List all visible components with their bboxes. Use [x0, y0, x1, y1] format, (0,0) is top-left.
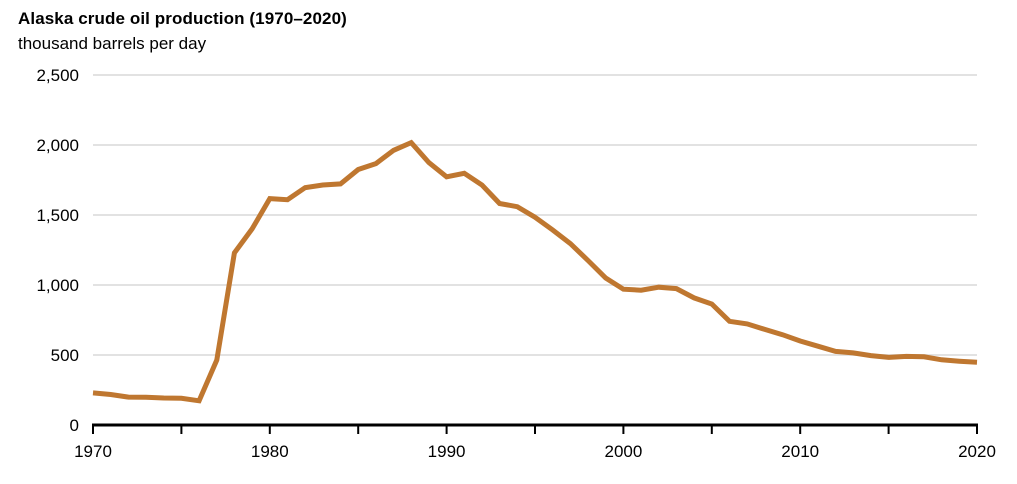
y-tick-label: 1,000	[36, 276, 79, 295]
chart-title: Alaska crude oil production (1970–2020)	[18, 9, 347, 28]
y-tick-label: 2,000	[36, 136, 79, 155]
production-line	[92, 139, 978, 404]
x-tick-label: 2000	[604, 442, 642, 461]
y-tick-label: 500	[51, 346, 79, 365]
x-tick-label: 1990	[428, 442, 466, 461]
x-tick-label: 1980	[251, 442, 289, 461]
x-tick-label: 2010	[781, 442, 819, 461]
chart-subtitle: thousand barrels per day	[18, 34, 207, 53]
x-tick-label: 1970	[74, 442, 112, 461]
y-tick-label: 1,500	[36, 206, 79, 225]
x-tick-label: 2020	[958, 442, 996, 461]
y-tick-label: 0	[70, 416, 79, 435]
y-tick-label: 2,500	[36, 66, 79, 85]
